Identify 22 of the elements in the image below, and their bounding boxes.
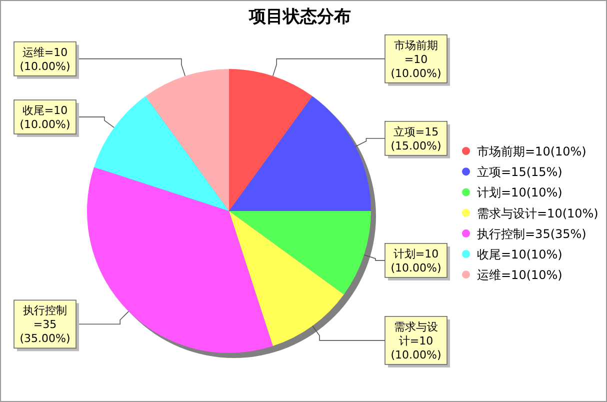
pie-slice [229, 211, 371, 294]
pie-slice [87, 167, 273, 353]
data-label: 运维=10(10.00%) [20, 46, 70, 73]
legend-label: 收尾=10(10%) [477, 248, 562, 262]
data-label: 市场前期=10(10.00%) [390, 38, 442, 80]
data-label: 计划=10(10.00%) [390, 247, 442, 274]
legend-label: 计划=10(10%) [477, 186, 562, 200]
pie-slice [229, 211, 344, 346]
data-label: 需求与设计=10(10.00%) [390, 320, 442, 362]
legend-label: 市场前期=10(10%) [477, 144, 586, 158]
data-label: 收尾=10(10.00%) [20, 104, 70, 131]
pie-slice [229, 96, 371, 211]
pie-slice [229, 69, 312, 211]
data-label: 执行控制=35(35.00%) [20, 304, 70, 346]
legend-label: 执行控制=35(35%) [477, 226, 586, 241]
data-label: 立项=15(15.00%) [390, 125, 442, 152]
legend-label: 运维=10(10%) [477, 268, 562, 282]
chart-title: 项目状态分布 [248, 7, 351, 27]
legend-label: 需求与设计=10(10%) [477, 206, 598, 220]
pie-slice [146, 69, 229, 211]
pie-slice [94, 96, 229, 211]
legend-label: 立项=15(15%) [477, 165, 562, 180]
